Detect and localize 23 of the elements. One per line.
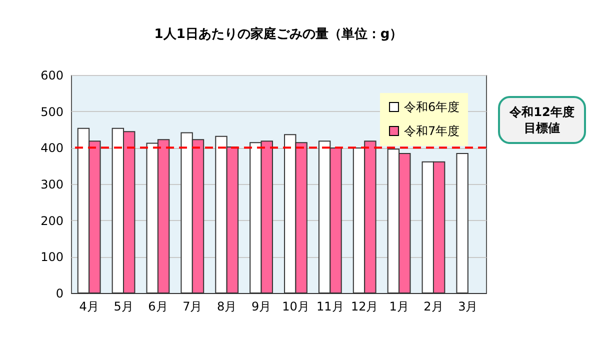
x-tick-label: 6月: [148, 300, 168, 314]
legend-label: 令和7年度: [404, 124, 460, 138]
y-tick-label: 300: [40, 178, 64, 192]
x-tick-label: 1月: [389, 300, 409, 314]
x-tick-label: 3月: [458, 300, 478, 314]
x-tick-label: 2月: [424, 300, 444, 314]
x-tick-label: 10月: [282, 300, 310, 314]
chart-title: 1人1日あたりの家庭ごみの量（単位：g）: [154, 26, 403, 42]
legend-label: 令和6年度: [404, 100, 460, 114]
y-tick-label: 600: [40, 68, 64, 82]
y-tick-label: 200: [40, 214, 64, 228]
x-tick-label: 11月: [316, 300, 344, 314]
x-tick-label: 4月: [79, 300, 99, 314]
y-tick-label: 500: [40, 104, 64, 119]
x-tick-label: 5月: [114, 300, 134, 314]
x-tick-label: 12月: [350, 300, 378, 314]
x-tick-label: 8月: [217, 300, 237, 314]
x-tick-label: 9月: [251, 300, 272, 314]
y-tick-label: 400: [40, 141, 64, 156]
x-tick-label: 7月: [182, 300, 202, 314]
y-tick-label: 0: [56, 286, 64, 300]
y-tick-label: 100: [40, 250, 64, 264]
callout-bubble: 令和12年度目標値: [498, 96, 586, 144]
